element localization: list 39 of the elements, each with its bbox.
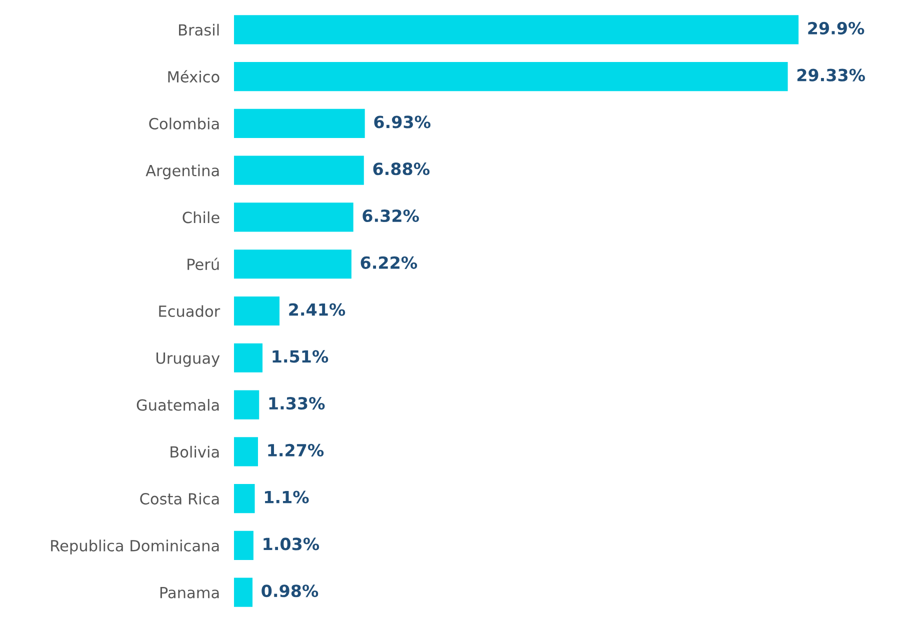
y-tick-label: Chile [182, 211, 220, 224]
data-label: 6.93% [374, 116, 430, 128]
y-tick-label: México [168, 70, 220, 83]
y-tick-label: Guatemala [136, 398, 219, 411]
bar [234, 343, 263, 372]
data-label: 1.1% [264, 490, 309, 504]
data-label: 6.88% [373, 162, 430, 176]
bar [234, 108, 365, 138]
data-label: 0.98% [262, 584, 318, 598]
bar [234, 15, 799, 44]
y-tick-label: Ecuador [159, 305, 220, 318]
bar [234, 390, 260, 420]
bar [234, 156, 364, 185]
data-label: 1.27% [268, 444, 324, 457]
bar [234, 62, 788, 92]
bar [234, 250, 352, 279]
y-tick-label: Colombia [149, 118, 219, 130]
y-tick-label: Perú [188, 258, 219, 270]
bar [234, 296, 280, 326]
y-tick-label: Argentina [146, 164, 219, 180]
y-tick-label: Panama [160, 587, 219, 598]
y-tick-label: Brasil [179, 24, 219, 36]
y-tick-label: Uruguay [156, 352, 220, 367]
y-tick-label: Costa Rica [140, 492, 219, 505]
bar [234, 578, 253, 607]
data-label: 29.33% [797, 68, 866, 82]
bar [234, 484, 255, 514]
y-tick-label: Republica Dominicana [51, 540, 219, 554]
data-label: 29.9% [808, 22, 864, 34]
y-tick-label: Bolivia [170, 446, 219, 458]
bar [234, 437, 258, 466]
data-label: 1.03% [264, 538, 320, 550]
data-label: 2.41% [289, 303, 346, 316]
bar [234, 530, 254, 560]
bar [234, 202, 354, 232]
data-label: 6.32% [362, 209, 419, 222]
data-label: 1.33% [269, 397, 325, 410]
data-label: 6.22% [360, 256, 418, 269]
data-label: 1.51% [272, 350, 328, 363]
